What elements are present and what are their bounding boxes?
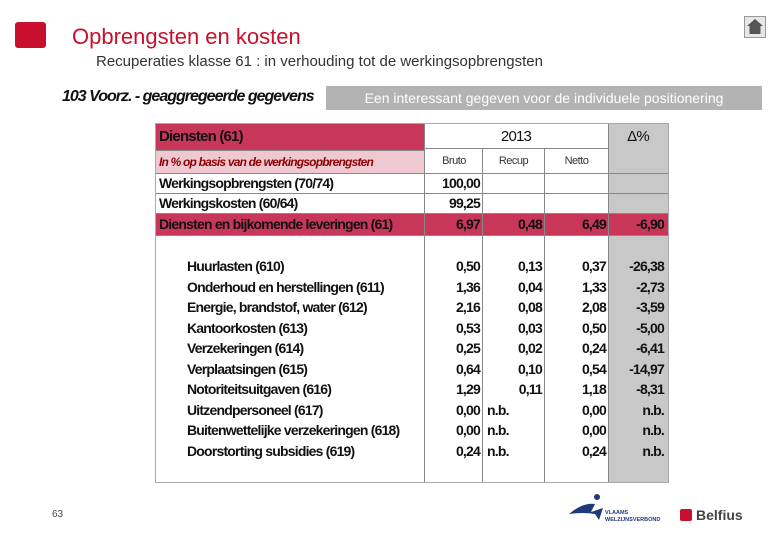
info-banner: Een interessant gegeven voor de individu… xyxy=(326,86,762,110)
highlight-row xyxy=(156,213,668,235)
row-delta: -26,38 xyxy=(629,258,665,274)
subheader: In % op basis van de werkingsopbrengsten xyxy=(159,155,374,169)
highlight-row-bruto: 6,97 xyxy=(455,216,481,232)
row-label: Buitenwettelijke verzekeringen (618) xyxy=(187,422,400,438)
column-bruto: Bruto xyxy=(442,155,466,167)
row-label: Kantoorkosten (613) xyxy=(187,319,308,336)
row-netto: 0,50 xyxy=(581,319,607,336)
row-label: Huurlasten (610) xyxy=(187,258,285,274)
page-title: Opbrengsten en kosten xyxy=(72,24,301,49)
row-recup: 0,11 xyxy=(518,381,543,397)
row-delta: -8,31 xyxy=(636,381,665,397)
delta-header: Δ% xyxy=(627,128,650,145)
top-row-label: Werkingskosten (60/64) xyxy=(159,195,298,211)
svg-text:VLAAMS: VLAAMS xyxy=(605,510,629,516)
row-recup: 0,02 xyxy=(517,340,543,356)
home-icon[interactable] xyxy=(744,16,766,38)
row-label: Uitzendpersoneel (617) xyxy=(187,401,323,418)
belfius-mark-icon xyxy=(680,508,692,521)
row-netto: 0,00 xyxy=(581,401,607,418)
row-bruto: 0,64 xyxy=(455,360,481,377)
row-recup: 0,03 xyxy=(517,319,543,336)
belfius-logo: Belfius xyxy=(680,506,743,524)
row-bruto: 0,50 xyxy=(455,258,481,274)
row-recup: n.b. xyxy=(487,401,509,418)
top-row-label: Werkingsopbrengsten (70/74) xyxy=(159,175,334,191)
row-delta: -2,73 xyxy=(636,278,665,295)
row-delta: n.b. xyxy=(642,422,664,438)
row-recup: 0,04 xyxy=(517,278,543,295)
row-recup: 0,08 xyxy=(517,299,543,315)
row-recup: n.b. xyxy=(487,442,509,459)
data-table: Diensten (61) 2013 Δ% In % op basis van … xyxy=(155,123,669,483)
page-subtitle: Recuperaties klasse 61 : in verhouding t… xyxy=(96,53,543,70)
row-delta: -6,41 xyxy=(636,340,665,356)
top-row-bruto: 100,00 xyxy=(441,175,481,191)
year-header: 2013 xyxy=(500,128,532,145)
highlight-row-delta: -6,90 xyxy=(636,216,665,232)
row-netto: 0,00 xyxy=(581,422,607,438)
highlight-row-recup: 0,48 xyxy=(517,216,543,232)
table-title-cell xyxy=(156,124,424,150)
row-label: Verzekeringen (614) xyxy=(187,340,304,356)
column-recup: Recup xyxy=(498,155,529,167)
row-bruto: 1,36 xyxy=(455,278,481,295)
row-label: Doorstorting subsidies (619) xyxy=(187,442,355,459)
highlight-row-label: Diensten en bijkomende leveringen (61) xyxy=(159,216,393,232)
page-number: 63 xyxy=(52,509,64,520)
row-label: Onderhoud en herstellingen (611) xyxy=(187,278,385,295)
row-netto: 0,37 xyxy=(581,258,607,274)
row-netto: 0,24 xyxy=(581,340,607,356)
row-bruto: 2,16 xyxy=(455,299,481,315)
row-bruto: 0,53 xyxy=(455,319,481,336)
row-label: Notoriteitsuitgaven (616) xyxy=(187,381,332,397)
top-row-bruto: 99,25 xyxy=(448,195,481,211)
row-label: Energie, brandstof, water (612) xyxy=(187,299,368,315)
row-netto: 0,54 xyxy=(581,360,607,377)
row-bruto: 0,00 xyxy=(455,422,481,438)
row-netto: 0,24 xyxy=(581,442,607,459)
row-netto: 1,18 xyxy=(581,381,607,397)
row-bruto: 0,25 xyxy=(455,340,481,356)
vlaams-welzijnsverbond-logo: VLAAMS WELZIJNSVERBOND xyxy=(569,494,660,523)
row-netto: 1,33 xyxy=(581,278,607,295)
column-netto: Netto xyxy=(564,155,589,167)
belfius-logo-text: Belfius xyxy=(696,506,743,523)
row-netto: 2,08 xyxy=(581,299,607,315)
row-label: Verplaatsingen (615) xyxy=(187,360,308,377)
section-label: 103 Voorz. - geaggregeerde gegevens xyxy=(62,88,315,105)
svg-text:WELZIJNSVERBOND: WELZIJNSVERBOND xyxy=(605,517,660,523)
brand-square xyxy=(15,22,46,48)
row-recup: n.b. xyxy=(487,422,509,438)
row-recup: 0,13 xyxy=(517,258,543,274)
table-title: Diensten (61) xyxy=(159,128,244,145)
row-delta: -14,97 xyxy=(629,360,665,377)
row-bruto: 1,29 xyxy=(455,381,481,397)
row-recup: 0,10 xyxy=(517,360,543,377)
row-delta: n.b. xyxy=(642,442,664,459)
row-bruto: 0,24 xyxy=(455,442,481,459)
row-delta: -5,00 xyxy=(636,319,665,336)
row-bruto: 0,00 xyxy=(455,401,481,418)
highlight-row-netto: 6,49 xyxy=(581,216,607,232)
delta-column xyxy=(608,124,668,482)
row-delta: n.b. xyxy=(642,401,664,418)
subheader-cell xyxy=(156,151,424,173)
row-delta: -3,59 xyxy=(636,299,665,315)
